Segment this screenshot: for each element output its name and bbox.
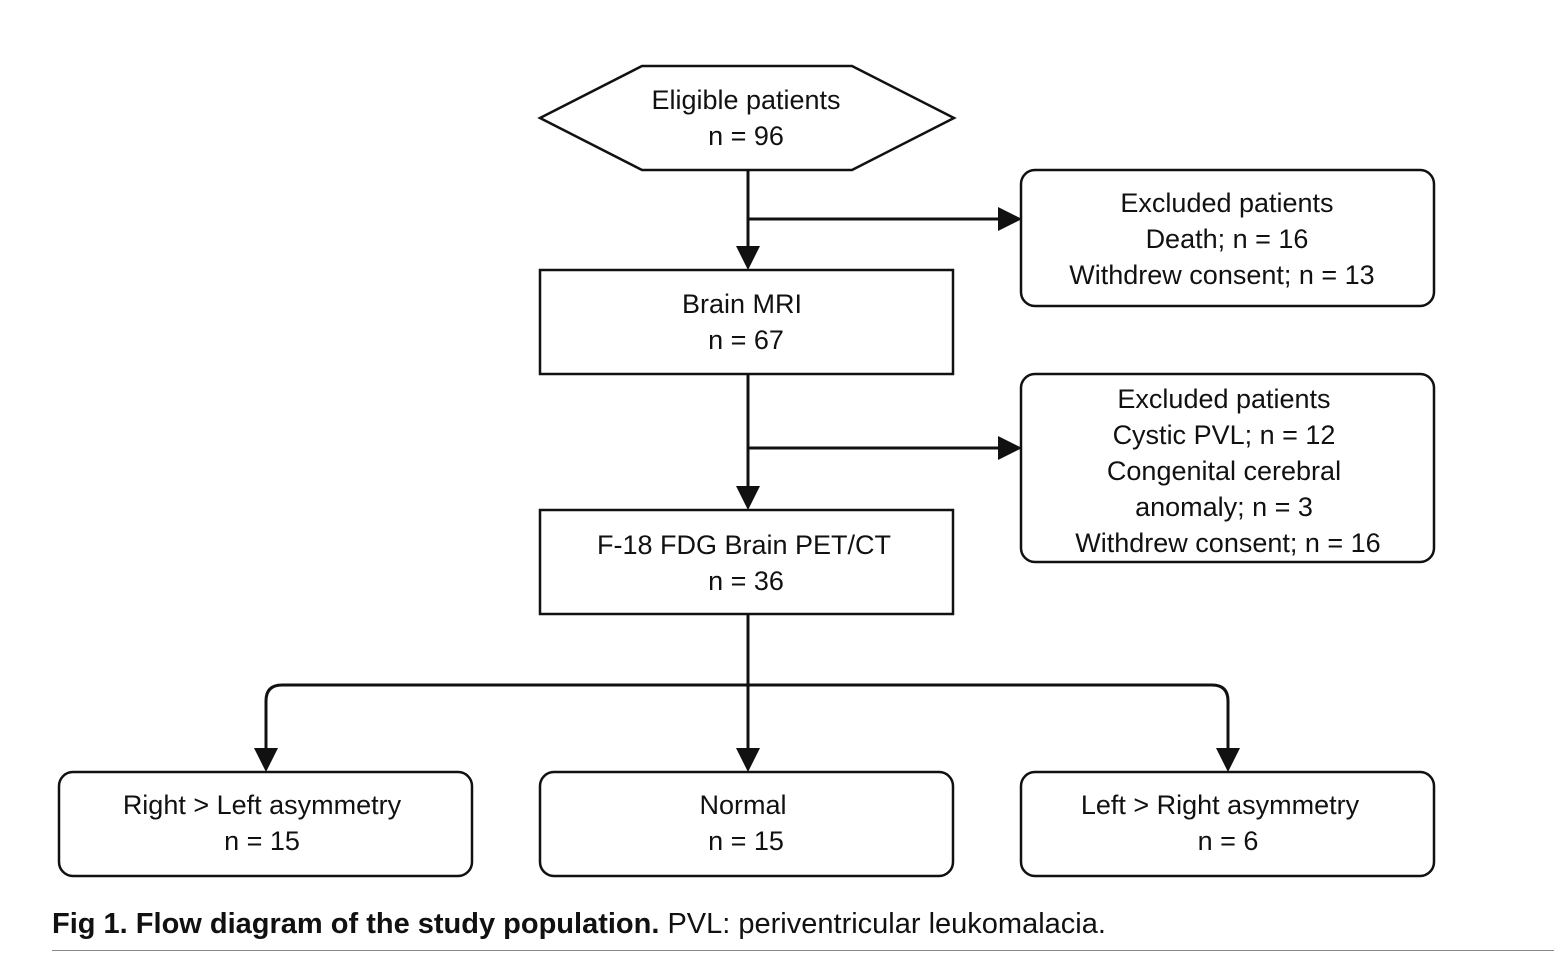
node-brain-mri: Brain MRI n = 67	[538, 268, 955, 376]
normal-count: n = 15	[708, 826, 784, 856]
right-gt-left-count: n = 15	[224, 826, 300, 856]
caption-label: Fig 1.	[52, 908, 128, 940]
left-gt-right-label: Left > Right asymmetry	[1081, 790, 1360, 820]
node-right-gt-left: Right > Left asymmetry n = 15	[57, 770, 474, 878]
arrowhead-excluded-2	[998, 436, 1022, 460]
left-gt-right-count: n = 6	[1198, 826, 1259, 856]
eligible-label: Eligible patients	[651, 85, 840, 115]
node-excluded-2: Excluded patients Cystic PVL; n = 12 Con…	[1019, 372, 1436, 564]
excluded-1-title: Excluded patients	[1120, 188, 1333, 218]
excluded-1-withdrew: Withdrew consent; n = 13	[1069, 260, 1374, 290]
edge-branch-left	[264, 683, 748, 750]
figure-caption: Fig 1. Flow diagram of the study populat…	[52, 908, 1542, 941]
edges	[254, 170, 1240, 772]
node-left-gt-right: Left > Right asymmetry n = 6	[1019, 770, 1436, 878]
brain-mri-count: n = 67	[708, 325, 784, 355]
node-normal: Normal n = 15	[538, 770, 955, 878]
eligible-count: n = 96	[708, 121, 784, 151]
excluded-2-withdrew: Withdrew consent; n = 16	[1075, 528, 1380, 558]
right-gt-left-label: Right > Left asymmetry	[123, 790, 402, 820]
brain-mri-label: Brain MRI	[682, 289, 802, 319]
arrowhead-mri	[736, 246, 760, 270]
caption-text: PVL: periventricular leukomalacia.	[667, 908, 1106, 940]
caption-title: Flow diagram of the study population.	[135, 908, 660, 940]
caption-divider	[52, 950, 1554, 951]
arrowhead-normal	[736, 748, 760, 772]
node-pet-ct: F-18 FDG Brain PET/CT n = 36	[538, 508, 955, 616]
pet-ct-label: F-18 FDG Brain PET/CT	[597, 530, 891, 560]
flow-diagram: Eligible patients n = 96 Excluded patien…	[57, 64, 1436, 878]
arrowhead-pet	[736, 486, 760, 510]
arrowhead-excluded-1	[998, 207, 1022, 231]
excluded-1-death: Death; n = 16	[1146, 224, 1309, 254]
excluded-2-congenital: Congenital cerebral	[1107, 456, 1341, 486]
node-eligible: Eligible patients n = 96	[537, 64, 957, 172]
node-excluded-1: Excluded patients Death; n = 16 Withdrew…	[1019, 168, 1436, 308]
arrowhead-right-gt-left	[254, 748, 278, 772]
edge-branch-right	[748, 683, 1230, 750]
pet-ct-count: n = 36	[708, 566, 784, 596]
arrowhead-left-gt-right	[1216, 748, 1240, 772]
normal-label: Normal	[699, 790, 786, 820]
excluded-2-cystic: Cystic PVL; n = 12	[1113, 420, 1336, 450]
excluded-2-title: Excluded patients	[1117, 384, 1330, 414]
excluded-2-anomaly: anomaly; n = 3	[1135, 492, 1313, 522]
